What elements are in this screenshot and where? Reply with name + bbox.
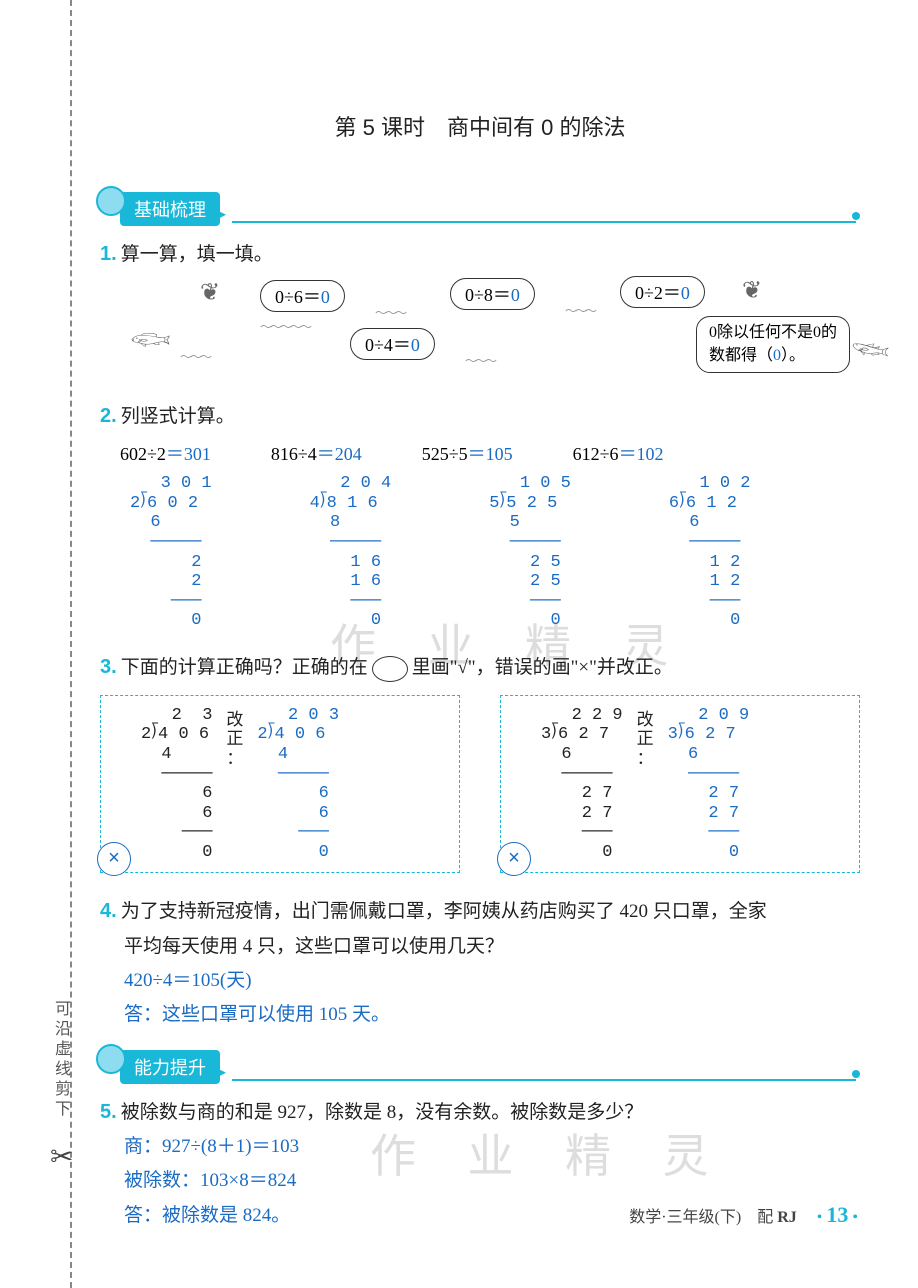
wave-icon-4: ～～～～～ xyxy=(260,318,310,335)
q1-num: 1. xyxy=(100,243,117,265)
wave-icon-5: ～～～ xyxy=(465,352,495,369)
tag-circle-icon xyxy=(96,186,126,216)
q1-diagram: 𓆟 ❦ ～～～ 0÷6＝0 ～～～ 0÷8＝0 ～～～ 0÷2＝0 ❦ ～～～～… xyxy=(130,280,860,390)
q3-b2-wrong: 2 2 9 3⟌6 2 7 6 ───── 2 7 2 7 ─── 0 xyxy=(541,706,623,862)
q1-b1-ans: 0 xyxy=(321,287,330,307)
q3-b1-right: 2 0 3 2⟌4 0 6 4 ───── 6 6 ─── 0 xyxy=(257,706,339,862)
q2-p3-expr: 525÷5 xyxy=(422,444,468,464)
section-ability: 能力提升 ▸ xyxy=(120,1050,860,1084)
q5-a2: 被除数：103×8＝824 xyxy=(124,1170,296,1191)
q3-box-1: 2 3 2⟌4 0 6 4 ───── 6 6 ─── 0 改 正 ： 2 0 … xyxy=(100,695,460,873)
q5-a3: 答：被除数是 824。 xyxy=(124,1205,290,1226)
q3-num: 3. xyxy=(100,656,117,678)
q2-ld4: 1 0 2 6⟌6 1 2 6 ───── 1 2 1 2 ─── 0 xyxy=(669,474,751,630)
q4-num: 4. xyxy=(100,900,117,922)
cut-label: 可沿虚线剪下 xyxy=(48,1000,72,1120)
section-dot xyxy=(852,212,860,220)
question-2: 2. 列竖式计算。 602÷2＝301 816÷4＝204 525÷5＝105 … xyxy=(100,400,860,631)
section-label-1: 基础梳理 xyxy=(134,200,206,220)
wave-icon-3: ～～～ xyxy=(565,302,595,319)
q2-p4-ans: ＝102 xyxy=(619,444,664,464)
q1-note: 0除以任何不是0的 数都得（0）。 xyxy=(696,316,850,373)
q3-text-a: 下面的计算正确吗？正确的在 xyxy=(121,657,368,678)
q1-bubble-4: 0÷4＝0 xyxy=(350,328,435,360)
q3-b2-label: 改 正 ： xyxy=(637,710,654,862)
q2-p1-expr: 602÷2 xyxy=(120,444,166,464)
q2-ld1: 3 0 1 2⟌6 0 2 6 ───── 2 2 ─── 0 xyxy=(130,474,212,630)
q2-p3-ans: ＝105 xyxy=(468,444,513,464)
q3-mark-2: × xyxy=(497,842,531,876)
q5-a1: 商：927÷(8＋1)＝103 xyxy=(124,1136,299,1157)
q1-b2-ans: 0 xyxy=(511,285,520,305)
q2-p1-ans: ＝301 xyxy=(166,444,211,464)
q1-note-l1: 0除以任何不是0的 xyxy=(709,324,837,341)
oval-placeholder xyxy=(372,656,408,682)
q2-p2-ans: ＝204 xyxy=(317,444,362,464)
q3-mark-1: × xyxy=(97,842,131,876)
q1-note-l2a: 数都得（ xyxy=(709,347,773,364)
q2-ld2: 2 0 4 4⟌8 1 6 8 ───── 1 6 1 6 ─── 0 xyxy=(310,474,392,630)
footer-text: 数学·三年级(下) 配 xyxy=(629,1209,777,1226)
q2-p4-expr: 612÷6 xyxy=(573,444,619,464)
page-content: 第 5 课时 商中间有 0 的除法 基础梳理 ▸ 1. 算一算，填一填。 𓆟 ❦… xyxy=(100,110,860,1233)
q5-num: 5. xyxy=(100,1101,117,1123)
fish-icon-2: 𓆝 xyxy=(851,326,890,376)
fish-icon: 𓆟 xyxy=(130,310,171,360)
q1-note-ans: 0 xyxy=(773,347,781,364)
q1-b4-ans: 0 xyxy=(411,335,420,355)
section-tag-1: 基础梳理 xyxy=(120,192,220,226)
section-rule-2 xyxy=(232,1079,856,1081)
q3-b2-right: 2 0 9 3⟌6 2 7 6 ───── 2 7 2 7 ─── 0 xyxy=(668,706,750,862)
section-tag-2: 能力提升 xyxy=(120,1050,220,1084)
scissors-icon: ✂ xyxy=(50,1140,73,1174)
leaf-icon: ❦ xyxy=(200,278,220,307)
section-label-2: 能力提升 xyxy=(134,1058,206,1078)
q3-box-2: 2 2 9 3⟌6 2 7 6 ───── 2 7 2 7 ─── 0 改 正 … xyxy=(500,695,860,873)
q2-ld3: 1 0 5 5⟌5 2 5 5 ───── 2 5 2 5 ─── 0 xyxy=(489,474,571,630)
q3-b1-wrong: 2 3 2⟌4 0 6 4 ───── 6 6 ─── 0 xyxy=(141,706,212,862)
page-footer: 数学·三年级(下) 配 RJ • 13 • xyxy=(629,1202,858,1228)
q4-l2: 平均每天使用 4 只，这些口罩可以使用几天？ xyxy=(124,936,504,957)
q1-b1-expr: 0÷6＝ xyxy=(275,287,321,307)
wave-icon: ～～～ xyxy=(180,348,210,365)
q2-expr-row: 602÷2＝301 816÷4＝204 525÷5＝105 612÷6＝102 xyxy=(120,440,860,466)
q1-b3-ans: 0 xyxy=(681,283,690,303)
section-basic: 基础梳理 ▸ xyxy=(120,192,860,226)
q3-boxes: 2 3 2⟌4 0 6 4 ───── 6 6 ─── 0 改 正 ： 2 0 … xyxy=(100,695,860,873)
section-dot-2 xyxy=(852,1070,860,1078)
q2-num: 2. xyxy=(100,405,117,427)
tag-circle-icon-2 xyxy=(96,1044,126,1074)
q2-text: 列竖式计算。 xyxy=(121,406,235,427)
q1-bubble-1: 0÷6＝0 xyxy=(260,280,345,312)
q1-bubble-3: 0÷2＝0 xyxy=(620,276,705,308)
q1-bubble-2: 0÷8＝0 xyxy=(450,278,535,310)
page-title: 第 5 课时 商中间有 0 的除法 xyxy=(100,110,860,142)
q4-a2: 答：这些口罩可以使用 105 天。 xyxy=(124,1004,390,1025)
wave-icon-2: ～～～ xyxy=(375,304,405,321)
q4-a1: 420÷4＝105(天) xyxy=(124,970,252,991)
q1-b2-expr: 0÷8＝ xyxy=(465,285,511,305)
q2-p2-expr: 816÷4 xyxy=(271,444,317,464)
q1-text: 算一算，填一填。 xyxy=(121,244,273,265)
q1-note-l2b: ）。 xyxy=(781,347,805,364)
q1-b3-expr: 0÷2＝ xyxy=(635,283,681,303)
footer-rj: RJ xyxy=(777,1209,797,1226)
question-4: 4. 为了支持新冠疫情，出门需佩戴口罩，李阿姨从药店购买了 420 只口罩，全家… xyxy=(100,895,860,1032)
q4-l1: 为了支持新冠疫情，出门需佩戴口罩，李阿姨从药店购买了 420 只口罩，全家 xyxy=(121,901,767,922)
question-1: 1. 算一算，填一填。 𓆟 ❦ ～～～ 0÷6＝0 ～～～ 0÷8＝0 ～～～ … xyxy=(100,238,860,390)
section-rule xyxy=(232,221,856,223)
q1-b4-expr: 0÷4＝ xyxy=(365,335,411,355)
q2-longdiv-row: 3 0 1 2⟌6 0 2 6 ───── 2 2 ─── 0 2 0 4 4⟌… xyxy=(130,474,860,630)
page-number: 13 xyxy=(826,1202,848,1227)
leaf-icon-2: ❦ xyxy=(742,276,762,305)
q3-b1-label: 改 正 ： xyxy=(226,710,243,862)
q3-text-b: 里画"√"，错误的画"×"并改正。 xyxy=(412,657,673,678)
question-3: 3. 下面的计算正确吗？正确的在 里画"√"，错误的画"×"并改正。 2 3 2… xyxy=(100,651,860,874)
q5-text: 被除数与商的和是 927，除数是 8，没有余数。被除数是多少？ xyxy=(121,1102,644,1123)
